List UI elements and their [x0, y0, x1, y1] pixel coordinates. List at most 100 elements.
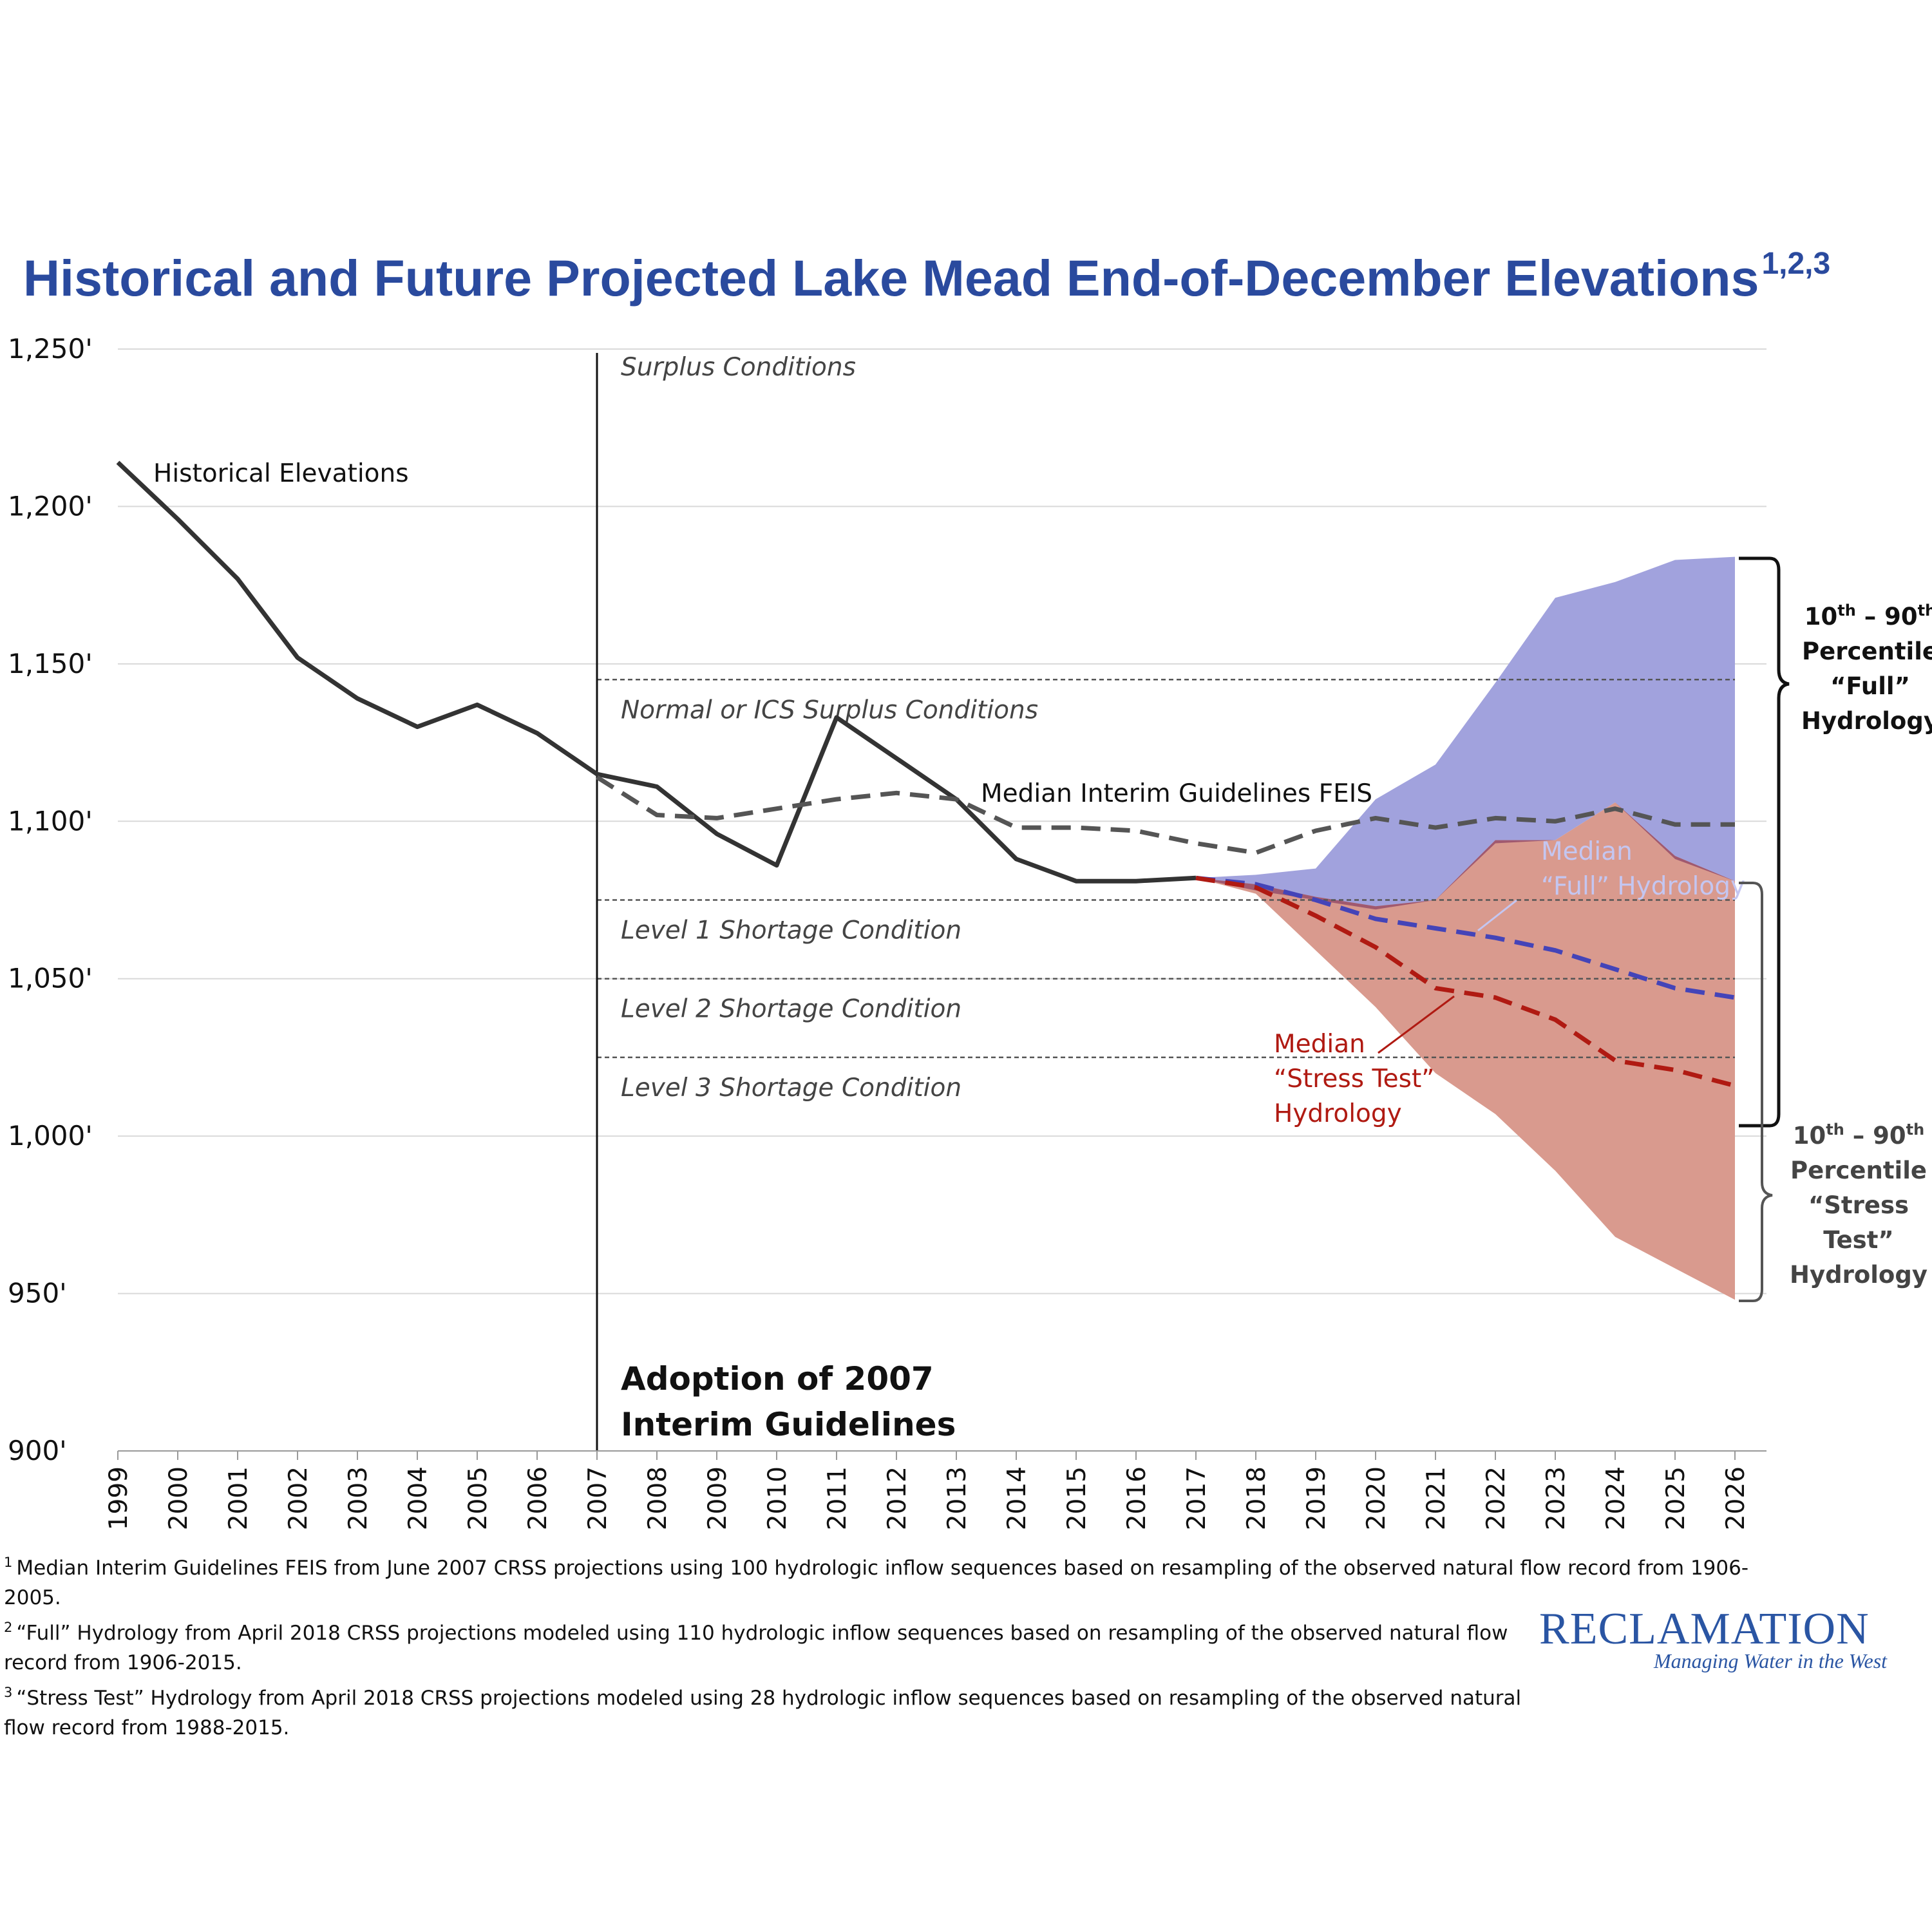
x-tick-label-2025: 2025 — [1662, 1466, 1690, 1530]
x-tick-label-1999: 1999 — [104, 1466, 133, 1530]
stress-band-label-num-1: 10 — [1793, 1122, 1826, 1150]
x-tick-label-2007: 2007 — [583, 1466, 612, 1530]
full-band-label-num-2: – 90 — [1856, 603, 1918, 630]
stress-median-label-1: Median — [1274, 1030, 1365, 1059]
full-median-line — [1195, 875, 1736, 1000]
x-tick-label-2010: 2010 — [763, 1466, 792, 1530]
x-tick-label-2015: 2015 — [1063, 1466, 1092, 1530]
stress-band-label-line-5: Hydrology — [1790, 1261, 1927, 1289]
full-median-label-2: “Full” Hydrology — [1541, 872, 1745, 901]
chart-title: Historical and Future Projected Lake Mea… — [23, 246, 1830, 308]
y-tick-label-1200: 1,200' — [8, 490, 93, 522]
threshold-label-4: Level 3 Shortage Condition — [621, 1074, 961, 1103]
x-tick-label-2011: 2011 — [823, 1466, 852, 1530]
x-tick-label-2002: 2002 — [284, 1466, 313, 1530]
stress-median-line — [1195, 875, 1736, 1088]
threshold-label-3: Level 2 Shortage Condition — [621, 995, 961, 1024]
x-tick-label-2009: 2009 — [703, 1466, 732, 1530]
threshold-label-2: Level 1 Shortage Condition — [621, 916, 961, 945]
stress-median-label-2: “Stress Test” — [1274, 1065, 1434, 1094]
x-tick-label-2005: 2005 — [464, 1466, 493, 1530]
threshold-label-1: Normal or ICS Surplus Conditions — [621, 696, 1038, 724]
footnote-3-cont-text: flow record from 1988-2015. — [4, 1716, 290, 1739]
y-tick-label-900: 900' — [8, 1435, 67, 1466]
stress-band-label-sup-2: th — [1906, 1121, 1925, 1139]
stress-median-leader — [1378, 995, 1455, 1054]
historical-label: Historical Elevations — [153, 459, 409, 488]
footnote-2: 2 “Full” Hydrology from April 2018 CRSS p… — [4, 1613, 1794, 1648]
x-tick-label-2014: 2014 — [1003, 1466, 1032, 1530]
x-tick-label-2026: 2026 — [1721, 1466, 1750, 1530]
adoption-label-line-1: Adoption of 2007 — [621, 1360, 934, 1397]
stress-band-brace — [1739, 882, 1773, 1302]
x-tick-label-2008: 2008 — [643, 1466, 672, 1530]
y-tick-label-1100: 1,100' — [8, 805, 93, 837]
footnote-1-text: Median Interim Guidelines FEIS from June… — [4, 1557, 1749, 1609]
footnote-2-cont-text: record from 1906-2015. — [4, 1651, 242, 1674]
chart-title-text: Historical and Future Projected Lake Mea… — [23, 249, 1759, 307]
adoption-label-line-2: Interim Guidelines — [621, 1406, 956, 1443]
x-tick-label-2001: 2001 — [224, 1466, 253, 1530]
footnote-2-cont: record from 1906-2015. — [4, 1648, 1794, 1678]
full-band-label-sup-2: th — [1918, 601, 1932, 620]
x-tick-label-2013: 2013 — [943, 1466, 972, 1530]
y-tick-label-950: 950' — [8, 1278, 67, 1309]
footnotes: 1 Median Interim Guidelines FEIS from Jun… — [4, 1548, 1794, 1743]
logo-wordmark: RECLAMATION — [1539, 1604, 1870, 1654]
y-tick-label-1250: 1,250' — [8, 333, 93, 365]
full-band-brace — [1739, 556, 1790, 1128]
footnote-2-number: 2 — [4, 1620, 13, 1635]
x-tick-label-2019: 2019 — [1302, 1466, 1331, 1530]
y-tick-label-1050: 1,050' — [8, 963, 93, 994]
full-hydrology-band — [1196, 556, 1735, 910]
x-tick-label-2020: 2020 — [1362, 1466, 1391, 1530]
surplus-label: Surplus Conditions — [621, 353, 856, 382]
footnote-3: 3 “Stress Test” Hydrology from April 2018… — [4, 1678, 1794, 1713]
full-band-label-line-4: Hydrology — [1801, 707, 1932, 735]
stress-band-label-group: 10th – 90thPercentile“StressTest”Hydrolo… — [1790, 1121, 1927, 1289]
footnote-1-number: 1 — [4, 1555, 13, 1570]
x-tick-label-2024: 2024 — [1602, 1466, 1631, 1530]
x-tick-label-2022: 2022 — [1482, 1466, 1511, 1530]
y-tick-label-1000: 1,000' — [8, 1120, 93, 1151]
full-band-label-num-1: 10 — [1804, 603, 1838, 630]
footnote-3-number: 3 — [4, 1685, 13, 1700]
footnote-3-cont: flow record from 1988-2015. — [4, 1713, 1794, 1743]
full-median-label-1: Median — [1541, 837, 1633, 866]
stress-band-label-line-1: 10th – 90th — [1793, 1121, 1924, 1150]
full-median-leader — [1477, 899, 1517, 932]
x-tick-label-2006: 2006 — [524, 1466, 553, 1530]
x-tick-label-2018: 2018 — [1242, 1466, 1271, 1530]
chart: Normal or ICS Surplus Conditions Level 1 … — [8, 333, 1932, 1530]
title-superscript: 1,2,3 — [1761, 247, 1831, 281]
x-tick-label-2004: 2004 — [404, 1466, 433, 1530]
full-band-label-line-1: 10th – 90th — [1804, 601, 1932, 630]
stress-band-label-line-2: Percentile — [1790, 1157, 1927, 1184]
footnote-1: 1 Median Interim Guidelines FEIS from Jun… — [4, 1548, 1794, 1613]
historical-line — [116, 460, 1197, 884]
full-band-label-sup-1: th — [1837, 601, 1856, 620]
footnote-3-text: “Stress Test” Hydrology from April 2018 … — [16, 1687, 1522, 1710]
x-tick-label-2017: 2017 — [1182, 1466, 1211, 1530]
feis-label: Median Interim Guidelines FEIS — [981, 779, 1372, 808]
stress-median-label-3: Hydrology — [1274, 1099, 1402, 1128]
x-tick-label-2016: 2016 — [1122, 1466, 1151, 1530]
reclamation-logo: RECLAMATION Managing Water in the West — [1539, 1607, 1900, 1673]
stress-band-label-num-2: – 90 — [1844, 1122, 1906, 1150]
x-tick-label-2021: 2021 — [1422, 1466, 1451, 1530]
full-band-label-line-3: “Full” — [1830, 672, 1910, 700]
stress-test-band — [1196, 802, 1735, 1300]
stress-band-label-line-3: “Stress — [1808, 1191, 1909, 1219]
full-band-label-line-2: Percentile — [1802, 638, 1932, 665]
x-tick-label-2012: 2012 — [883, 1466, 912, 1530]
y-tick-label-1150: 1,150' — [8, 648, 93, 679]
stress-band-label-sup-1: th — [1826, 1121, 1844, 1139]
stress-band-label-line-4: Test” — [1823, 1226, 1893, 1254]
footnote-2-text: “Full” Hydrology from April 2018 CRSS pr… — [16, 1622, 1508, 1645]
x-tick-label-2000: 2000 — [164, 1466, 193, 1530]
x-tick-label-2023: 2023 — [1542, 1466, 1571, 1530]
x-tick-label-2003: 2003 — [344, 1466, 373, 1530]
logo-tagline: Managing Water in the West — [1654, 1649, 1888, 1672]
